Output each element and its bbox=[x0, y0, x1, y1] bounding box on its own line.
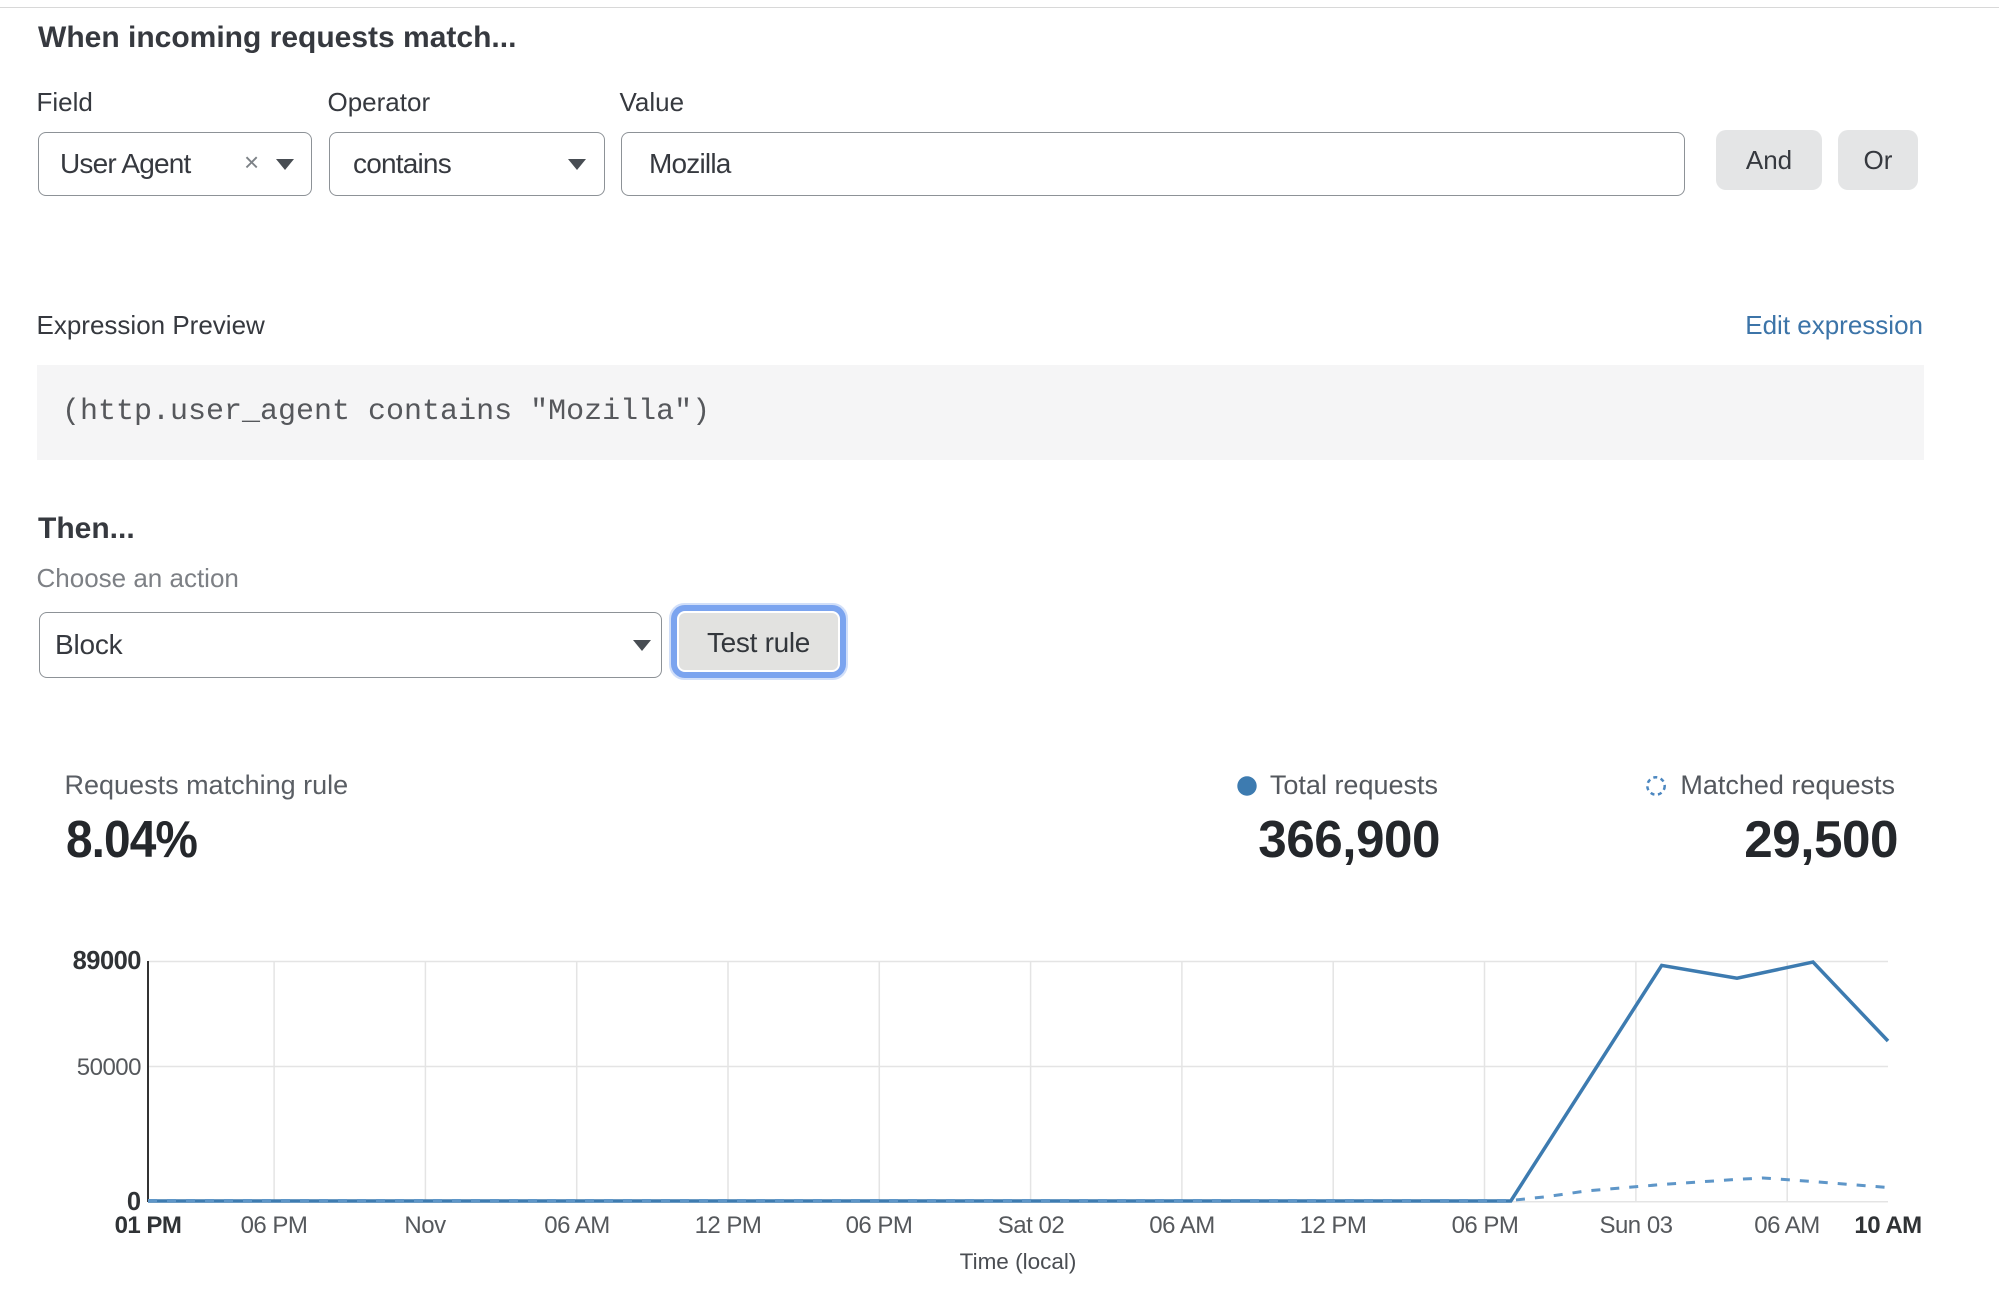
svg-text:50000: 50000 bbox=[77, 1054, 141, 1081]
svg-text:Sat 02: Sat 02 bbox=[998, 1212, 1065, 1239]
svg-text:Time (local): Time (local) bbox=[960, 1249, 1077, 1274]
svg-text:06 PM: 06 PM bbox=[1452, 1212, 1519, 1239]
svg-text:12 PM: 12 PM bbox=[1300, 1212, 1367, 1239]
svg-text:01 PM: 01 PM bbox=[115, 1212, 182, 1239]
svg-text:06 PM: 06 PM bbox=[241, 1212, 308, 1239]
svg-text:06 AM: 06 AM bbox=[544, 1212, 610, 1239]
svg-text:10 AM: 10 AM bbox=[1854, 1212, 1921, 1239]
svg-text:0: 0 bbox=[127, 1188, 141, 1216]
svg-text:06 AM: 06 AM bbox=[1149, 1212, 1215, 1239]
svg-text:Sun 03: Sun 03 bbox=[1599, 1212, 1672, 1239]
svg-text:12 PM: 12 PM bbox=[695, 1212, 762, 1239]
svg-text:06 AM: 06 AM bbox=[1754, 1212, 1820, 1239]
svg-text:89000: 89000 bbox=[73, 947, 142, 975]
svg-text:06 PM: 06 PM bbox=[846, 1212, 913, 1239]
svg-text:Nov: Nov bbox=[404, 1212, 446, 1239]
